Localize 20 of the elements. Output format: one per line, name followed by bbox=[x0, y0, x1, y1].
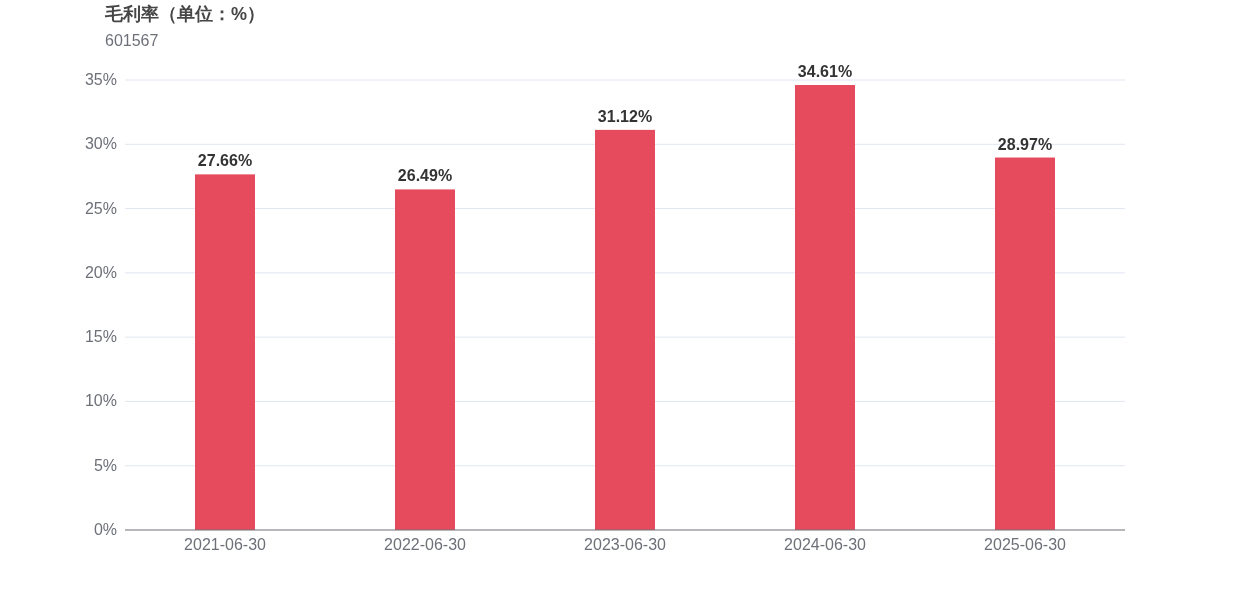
chart-title: 毛利率（单位：%） bbox=[104, 4, 266, 24]
x-tick-label: 2025-06-30 bbox=[984, 536, 1067, 553]
data-label: 26.49% bbox=[397, 167, 453, 185]
x-tick-label: 2022-06-30 bbox=[384, 536, 467, 553]
y-tick-label: 5% bbox=[93, 456, 117, 474]
y-tick-label: 35% bbox=[84, 71, 117, 88]
y-tick-label: 15% bbox=[84, 328, 117, 346]
chart-subtitle: 601567 bbox=[105, 32, 159, 49]
y-tick-label: 20% bbox=[84, 263, 117, 281]
y-tick-label: 0% bbox=[93, 521, 117, 538]
y-tick-label: 25% bbox=[84, 199, 117, 217]
x-tick-label: 2024-06-30 bbox=[784, 536, 867, 553]
data-label: 31.12% bbox=[597, 107, 653, 125]
data-label: 34.61% bbox=[797, 63, 853, 81]
y-tick-label: 30% bbox=[84, 135, 117, 153]
data-label: 28.97% bbox=[997, 135, 1053, 153]
y-tick-label: 10% bbox=[84, 392, 117, 410]
data-label: 27.66% bbox=[197, 152, 253, 170]
x-tick-label: 2023-06-30 bbox=[584, 536, 667, 553]
x-tick-label: 2021-06-30 bbox=[184, 536, 267, 553]
